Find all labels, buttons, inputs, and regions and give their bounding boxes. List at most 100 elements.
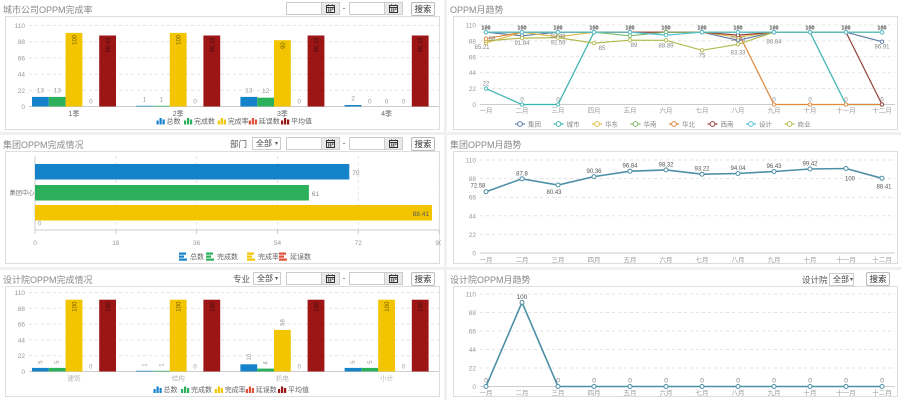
svg-text:西南: 西南 [721, 120, 735, 129]
svg-text:十一月: 十一月 [836, 106, 856, 115]
svg-text:100: 100 [385, 301, 391, 312]
svg-text:二月: 二月 [516, 107, 529, 115]
svg-text:58: 58 [280, 319, 286, 326]
svg-text:100: 100 [73, 301, 79, 312]
svg-text:七月: 七月 [696, 255, 709, 264]
svg-text:1季: 1季 [69, 109, 80, 118]
svg-text:89: 89 [631, 43, 638, 49]
svg-text:完成数: 完成数 [191, 385, 212, 394]
svg-text:5: 5 [55, 360, 61, 364]
svg-text:10: 10 [247, 353, 253, 360]
svg-text:100: 100 [625, 26, 634, 32]
svg-text:70: 70 [352, 170, 360, 177]
svg-text:十月: 十月 [804, 388, 817, 397]
svg-text:110: 110 [15, 23, 26, 30]
svg-text:五月: 五月 [624, 256, 637, 264]
svg-text:0: 0 [556, 378, 560, 385]
svg-text:80.43: 80.43 [546, 190, 562, 196]
svg-text:110: 110 [15, 290, 26, 297]
svg-text:88.84: 88.84 [766, 39, 782, 45]
svg-text:100: 100 [697, 26, 706, 32]
svg-text:96.43: 96.43 [766, 164, 782, 170]
svg-text:75: 75 [699, 53, 706, 59]
svg-text:0: 0 [21, 369, 25, 376]
svg-text:100: 100 [177, 301, 183, 312]
svg-text:0: 0 [38, 221, 42, 228]
svg-text:总数: 总数 [190, 252, 204, 261]
svg-text:1: 1 [143, 96, 147, 103]
svg-text:二月: 二月 [516, 389, 529, 397]
svg-text:54: 54 [274, 240, 282, 247]
svg-text:66: 66 [18, 322, 26, 329]
svg-text:0: 0 [808, 378, 812, 385]
svg-text:5: 5 [368, 360, 374, 364]
svg-text:0: 0 [484, 378, 488, 385]
svg-text:88: 88 [18, 306, 26, 313]
svg-text:100: 100 [877, 26, 886, 32]
svg-text:九月: 九月 [768, 388, 781, 397]
svg-text:110: 110 [466, 158, 477, 165]
svg-text:5: 5 [351, 360, 357, 364]
svg-text:0: 0 [592, 378, 596, 385]
svg-text:完成数: 完成数 [194, 117, 215, 126]
svg-text:二月: 二月 [516, 256, 529, 264]
svg-text:十月: 十月 [804, 255, 817, 264]
svg-text:3季: 3季 [277, 109, 288, 118]
svg-text:66: 66 [18, 55, 26, 62]
svg-text:一月: 一月 [480, 389, 493, 397]
svg-text:十一月: 十一月 [836, 388, 856, 397]
svg-text:86.91: 86.91 [874, 45, 890, 51]
svg-text:100: 100 [419, 301, 425, 312]
svg-text:六月: 六月 [660, 106, 673, 115]
svg-text:100: 100 [210, 301, 216, 312]
svg-text:0: 0 [628, 378, 632, 385]
svg-text:44: 44 [469, 347, 477, 354]
svg-text:结构: 结构 [172, 374, 186, 383]
svg-text:0: 0 [844, 378, 848, 385]
svg-text:88.41: 88.41 [876, 184, 892, 190]
svg-text:平均值: 平均值 [288, 385, 309, 394]
svg-text:集团中心: 集团中心 [10, 189, 35, 197]
svg-text:96.43: 96.43 [315, 37, 321, 53]
svg-text:1: 1 [159, 363, 165, 367]
svg-text:0: 0 [880, 378, 884, 385]
svg-text:九月: 九月 [768, 255, 781, 264]
svg-text:八月: 八月 [732, 389, 745, 397]
svg-text:87.8: 87.8 [516, 171, 528, 177]
svg-text:22: 22 [18, 88, 26, 95]
svg-text:100: 100 [733, 26, 742, 32]
svg-text:88.89: 88.89 [658, 43, 674, 49]
svg-text:三月: 三月 [552, 389, 565, 397]
svg-text:0: 0 [298, 365, 302, 371]
svg-text:61: 61 [312, 191, 320, 198]
svg-text:94.04: 94.04 [730, 166, 746, 172]
svg-text:0: 0 [21, 104, 25, 111]
svg-text:22: 22 [18, 353, 26, 360]
svg-text:十二月: 十二月 [872, 388, 892, 397]
svg-text:88.41: 88.41 [413, 211, 430, 218]
svg-text:100: 100 [589, 26, 598, 32]
svg-text:五月: 五月 [624, 389, 637, 397]
svg-text:90: 90 [281, 42, 287, 49]
svg-text:96.43: 96.43 [419, 37, 425, 53]
svg-text:六月: 六月 [660, 388, 673, 397]
svg-text:93.33: 93.33 [730, 37, 746, 43]
svg-text:十月: 十月 [804, 106, 817, 115]
svg-text:44: 44 [469, 70, 477, 77]
svg-text:92.59: 92.59 [550, 41, 566, 47]
svg-text:0: 0 [402, 99, 406, 106]
svg-text:0: 0 [472, 251, 476, 258]
svg-text:十一月: 十一月 [836, 255, 856, 264]
svg-text:0: 0 [368, 99, 372, 106]
svg-text:12: 12 [262, 88, 270, 95]
svg-text:0: 0 [808, 98, 812, 104]
svg-text:90: 90 [435, 240, 441, 247]
svg-text:十二月: 十二月 [872, 106, 892, 115]
svg-text:66: 66 [469, 195, 477, 202]
svg-text:44: 44 [18, 337, 26, 344]
svg-text:四月: 四月 [588, 389, 601, 397]
svg-text:机电: 机电 [276, 374, 290, 383]
svg-text:一月: 一月 [480, 256, 493, 264]
svg-text:85: 85 [599, 46, 606, 52]
svg-text:100: 100 [517, 294, 528, 301]
